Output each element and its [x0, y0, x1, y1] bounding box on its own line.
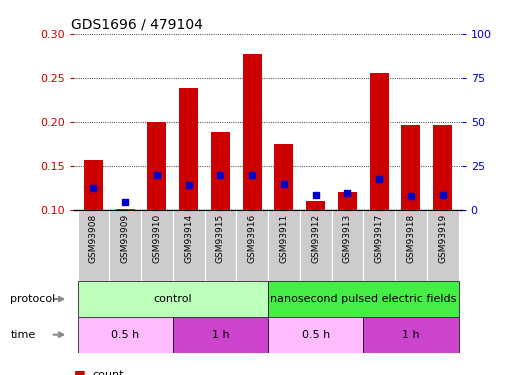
Text: GSM93912: GSM93912 — [311, 214, 320, 262]
Text: control: control — [153, 294, 192, 304]
Bar — [205, 210, 236, 281]
Bar — [173, 210, 205, 281]
Point — [185, 182, 193, 188]
Point — [89, 185, 97, 191]
Bar — [179, 87, 198, 210]
Bar — [268, 281, 459, 317]
Text: GDS1696 / 479104: GDS1696 / 479104 — [70, 17, 203, 31]
Bar — [268, 210, 300, 281]
Bar — [115, 209, 135, 210]
Bar — [363, 317, 459, 352]
Text: GSM93909: GSM93909 — [121, 214, 130, 263]
Bar — [243, 54, 262, 210]
Bar — [370, 74, 389, 210]
Bar — [427, 210, 459, 281]
Bar — [236, 210, 268, 281]
Bar — [77, 317, 173, 352]
Text: GSM93910: GSM93910 — [152, 214, 162, 263]
Bar — [211, 132, 230, 210]
Text: GSM93918: GSM93918 — [406, 214, 416, 263]
Point — [311, 192, 320, 198]
Point — [280, 181, 288, 187]
Text: protocol: protocol — [10, 294, 55, 304]
Text: 1 h: 1 h — [402, 330, 420, 340]
Text: nanosecond pulsed electric fields: nanosecond pulsed electric fields — [270, 294, 457, 304]
Text: GSM93913: GSM93913 — [343, 214, 352, 263]
Point — [153, 172, 161, 178]
Bar — [84, 160, 103, 210]
Text: 0.5 h: 0.5 h — [302, 330, 330, 340]
Text: GSM93916: GSM93916 — [248, 214, 256, 263]
Bar — [109, 210, 141, 281]
Bar — [433, 124, 452, 210]
Bar — [268, 317, 363, 352]
Bar — [274, 144, 293, 210]
Point — [343, 190, 351, 196]
Point — [407, 193, 415, 199]
Text: 1 h: 1 h — [211, 330, 229, 340]
Text: count: count — [92, 370, 124, 375]
Bar — [306, 201, 325, 210]
Text: time: time — [10, 330, 35, 340]
Bar — [173, 317, 268, 352]
Point — [439, 192, 447, 198]
Bar — [300, 210, 331, 281]
Bar — [77, 281, 268, 317]
Point — [216, 172, 225, 178]
Text: GSM93914: GSM93914 — [184, 214, 193, 262]
Bar — [77, 210, 109, 281]
Bar — [338, 192, 357, 210]
Bar — [147, 122, 166, 210]
Text: GSM93917: GSM93917 — [374, 214, 384, 263]
Bar — [141, 210, 173, 281]
Text: GSM93908: GSM93908 — [89, 214, 98, 263]
Text: GSM93915: GSM93915 — [216, 214, 225, 263]
Text: ■: ■ — [74, 369, 90, 375]
Point — [248, 172, 256, 178]
Text: GSM93919: GSM93919 — [438, 214, 447, 263]
Text: GSM93911: GSM93911 — [280, 214, 288, 263]
Point — [121, 199, 129, 205]
Bar — [401, 124, 421, 210]
Point — [375, 176, 383, 182]
Bar — [363, 210, 395, 281]
Bar — [331, 210, 363, 281]
Text: 0.5 h: 0.5 h — [111, 330, 140, 340]
Bar — [395, 210, 427, 281]
